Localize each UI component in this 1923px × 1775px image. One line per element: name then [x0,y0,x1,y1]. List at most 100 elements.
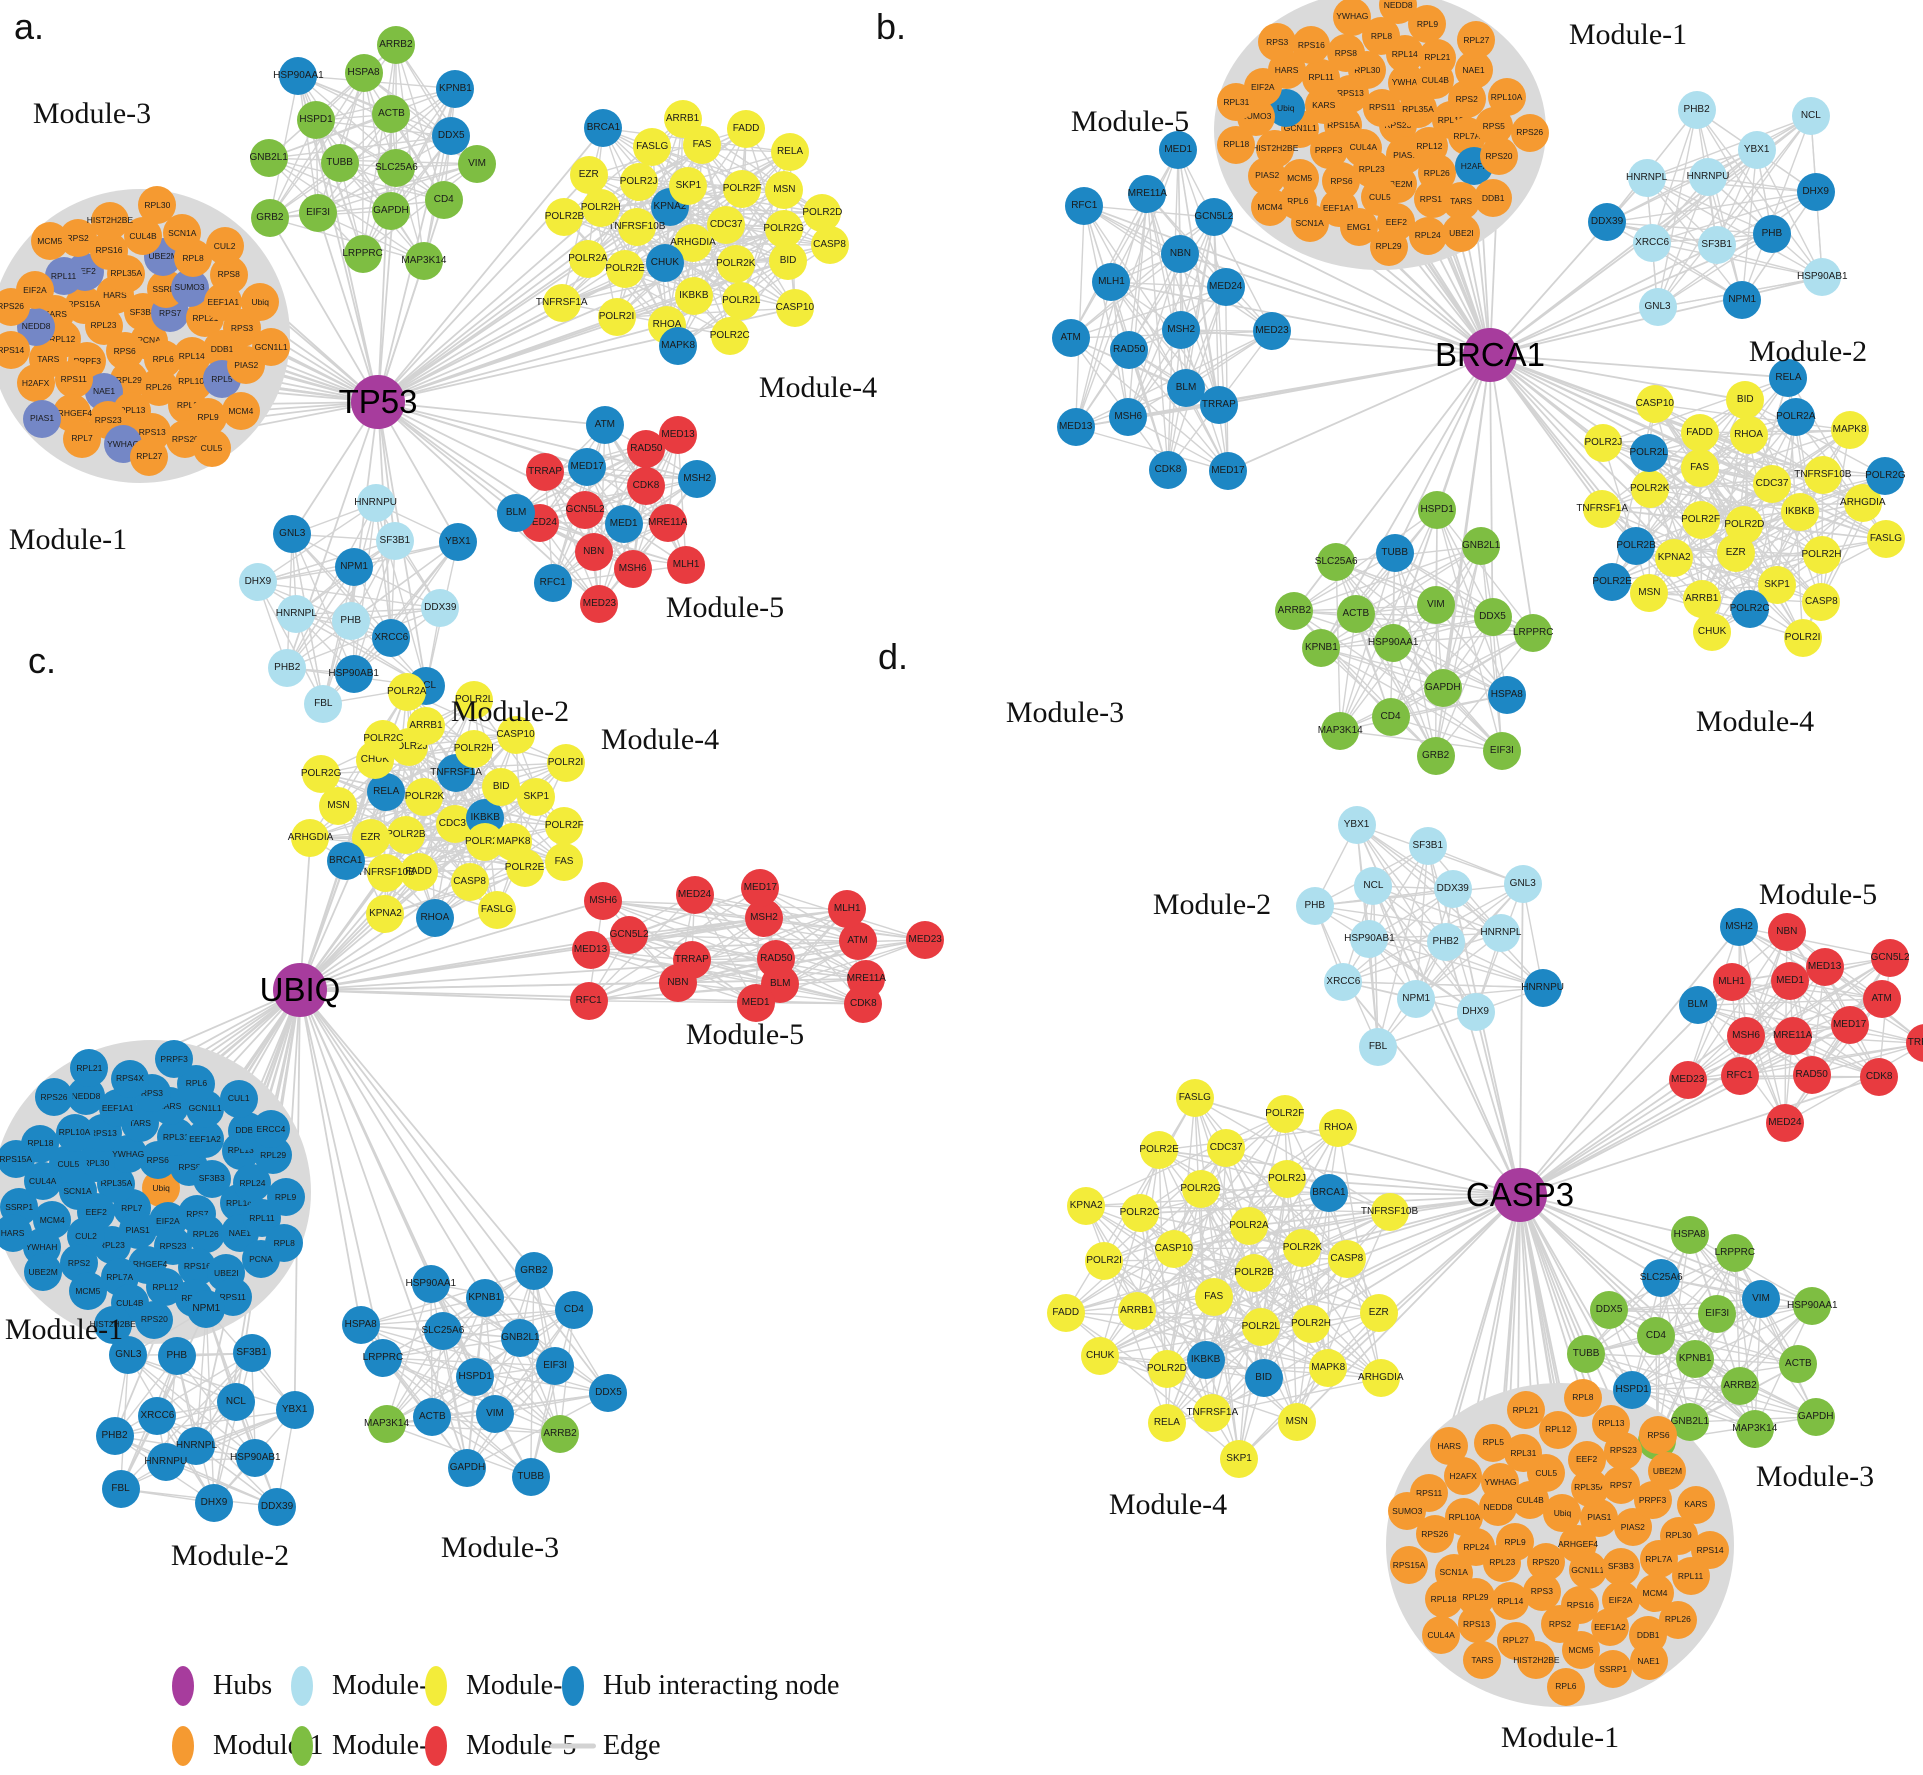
edge [484,1297,609,1394]
node-label: ARHGDIA [287,831,334,843]
edge [1146,193,1187,389]
node-label: GAPDH [1425,682,1461,694]
edge [1321,647,1503,752]
node-rfc1: RFC1 [1720,1057,1759,1096]
node-vim: VIM [458,144,497,183]
node-label: NBN [1169,248,1191,260]
node-label: MCM5 [1568,1644,1594,1655]
node-polr2a: POLR2A [568,239,608,278]
node-label: CHUK [1085,1349,1115,1361]
node-rpl13: RPL13 [1592,1404,1631,1443]
node-label: POLR2B [1234,1266,1274,1278]
node-label: EEF2 [1575,1454,1598,1465]
node-label: DDX39 [424,602,457,614]
module-label-module-3: Module-3 [1755,1460,1875,1493]
edge [1355,824,1447,943]
node-label: HNRNPL [1626,172,1668,184]
node-label: TARS [1450,195,1473,206]
node-label: RAD50 [630,442,663,454]
node-label: MED23 [908,933,942,945]
node-chuk: CHUK [1693,612,1732,651]
legend-label: Module-2 [332,1670,443,1701]
node-label: RPL18 [1430,1593,1457,1604]
node-label: RELA [373,785,400,797]
node-rhoa: RHOA [1319,1108,1358,1147]
edge [1200,1188,1329,1194]
edge [1103,1192,1330,1262]
node-label: MED24 [1768,1116,1802,1128]
node-label: EIF2A [23,284,47,295]
node-label: CASP8 [1330,1252,1364,1264]
node-ybx1: YBX1 [1337,805,1376,844]
node-label: HSPD1 [299,114,333,126]
edge [299,989,535,1272]
node-label: POLR2A [1776,410,1816,422]
node-label: ARRB1 [1120,1304,1154,1316]
node-ikbkb: IKBKB [1186,1340,1225,1379]
node-label: FAS [554,856,574,868]
node-label: RPS7 [1609,1479,1633,1490]
node-label: YWHAG [112,1149,145,1160]
node-label: SF3B1 [379,534,411,546]
node-label: PHB [340,614,361,626]
node-label: DHX9 [1462,1005,1489,1017]
node-label: CASP10 [775,302,815,314]
edge [1103,1147,1227,1262]
edge [1434,617,1494,756]
edge [299,989,610,1394]
node-polr2f: POLR2F [723,170,762,208]
edge [1585,1234,1691,1355]
node-atm: ATM [585,406,624,445]
node-rpl26: RPL26 [1658,1600,1697,1639]
edge [1075,404,1219,429]
edge [1748,416,1797,610]
node-label: HARS [1274,65,1299,76]
node-label: RPL24 [1414,230,1441,241]
node-label: RPL8 [1572,1392,1594,1403]
edge [1342,981,1521,1196]
edge [1194,1097,1390,1213]
node-polr2k: POLR2K [405,777,444,816]
node-label: FASLG [636,140,669,152]
node-ddx39: DDX39 [258,1487,297,1526]
node-label: POLR2F [1265,1108,1305,1120]
node-pias1: PIAS1 [23,399,62,438]
node-eif3i: EIF3I [1482,731,1521,770]
edge [1074,193,1149,428]
edge [1339,509,1438,731]
node-label: MLH1 [672,559,700,571]
node-nbn: NBN [1767,912,1806,951]
node-label: MED23 [582,598,617,610]
node-label: HNRNPU [144,1455,188,1467]
node-label: FBL [111,1483,130,1495]
node-label: YBX1 [445,536,471,548]
edge [1213,217,1229,472]
node-label: RPS2 [1455,93,1478,104]
node-label: DHX9 [244,576,272,588]
node-label: RPL21 [1424,52,1451,63]
node-label: RPL31 [1510,1447,1537,1458]
node-label: RPL8 [273,1237,295,1248]
edge [114,1352,252,1437]
node-label: MED17 [1832,1018,1867,1030]
node-label: YBX1 [1743,144,1770,156]
node-label: POLR2F [544,820,584,831]
node-rpl18: RPL18 [1424,1580,1463,1619]
edge [604,425,634,569]
edge [1585,1352,1756,1430]
node-label: LRPPRC [1714,1247,1756,1258]
node-label: YWHAH [25,1242,58,1253]
node-casp10: CASP10 [1155,1229,1193,1268]
node-label: UBE2M [28,1267,58,1278]
node-label: POLR2C [363,732,404,744]
edge [1213,216,1491,356]
node-label: RPL14 [1391,48,1418,59]
edge [1310,1194,1521,1325]
node-rpl6: RPL6 [1546,1667,1585,1706]
node-label: FBL [314,697,333,709]
node-label: RPS2 [66,232,89,243]
edge [1436,509,1508,696]
node-label: DDX39 [1590,216,1624,228]
node-ercc4: ERCC4 [251,1109,290,1148]
node-xrcc6: XRCC6 [372,618,411,657]
